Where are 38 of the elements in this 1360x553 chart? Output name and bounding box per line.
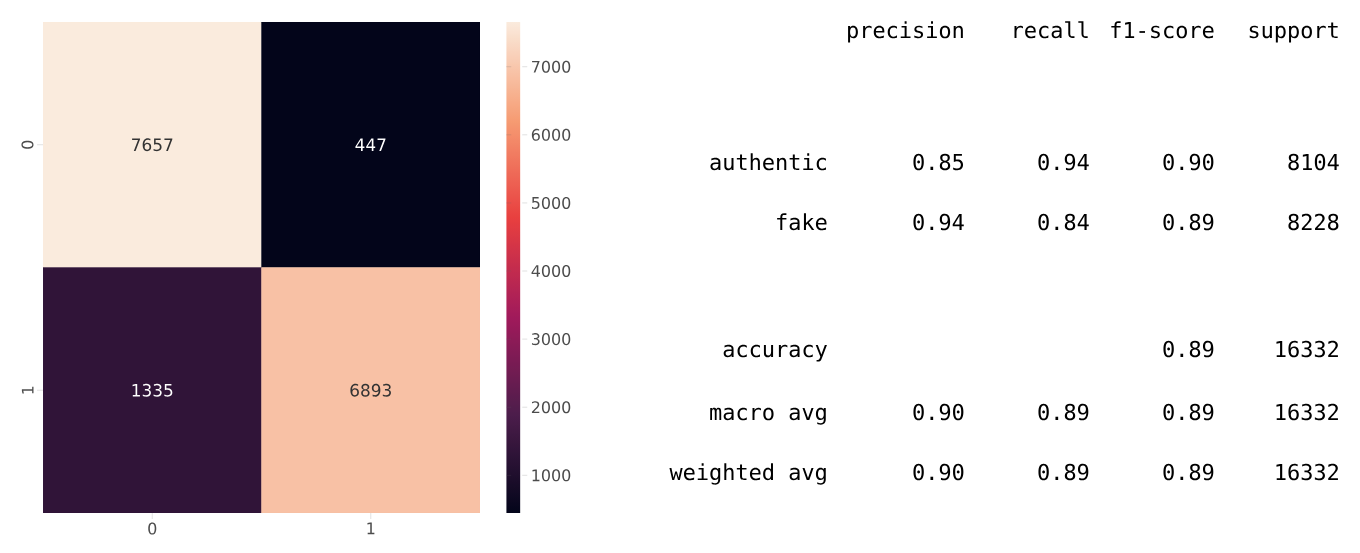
- category-label: fake: [777, 213, 827, 231]
- category-label: support: [1249, 22, 1338, 43]
- text: 0.90: [913, 463, 964, 481]
- text: 0.94: [1038, 153, 1089, 171]
- data-label: 6893: [350, 383, 391, 397]
- category-label: authentic: [710, 153, 826, 171]
- color-bar-label: 5000: [531, 196, 571, 209]
- color-bar-label: 1000: [532, 469, 571, 482]
- text: 0.90: [1163, 153, 1214, 171]
- category-label: precision: [848, 21, 963, 43]
- category-label: f1-score: [1111, 21, 1214, 39]
- text: 0.89: [1038, 463, 1089, 481]
- text: 0.85: [913, 153, 964, 171]
- text: 8104: [1288, 153, 1339, 171]
- color-bar-label: 7000: [532, 60, 571, 73]
- text: 0.84: [1038, 213, 1089, 231]
- text: 0.89: [1163, 213, 1214, 231]
- text: 16332: [1276, 463, 1338, 481]
- text: 16332: [1276, 340, 1338, 358]
- text: 8228: [1288, 213, 1339, 231]
- color-bar-label: 6000: [531, 128, 571, 141]
- data-label: 447: [355, 138, 386, 151]
- color-bar-label: 3000: [531, 333, 571, 346]
- data-label: 1335: [132, 383, 173, 397]
- text: 16332: [1276, 403, 1338, 421]
- category-label: recall: [1014, 21, 1088, 39]
- category-label: macro avg: [710, 407, 826, 425]
- text: 0.89: [1163, 403, 1214, 421]
- data-label: 7657: [132, 138, 173, 152]
- category-label: weighted avg: [669, 463, 826, 485]
- text: 0.89: [1163, 463, 1214, 481]
- color-bar-label: 2000: [531, 401, 571, 414]
- text: 0.89: [1038, 403, 1089, 421]
- text: 0.94: [913, 213, 964, 231]
- color-bar-label: 4000: [531, 265, 571, 278]
- text: 0.89: [1163, 340, 1214, 358]
- text: 0.90: [913, 403, 964, 421]
- category-label: accuracy: [723, 344, 827, 362]
